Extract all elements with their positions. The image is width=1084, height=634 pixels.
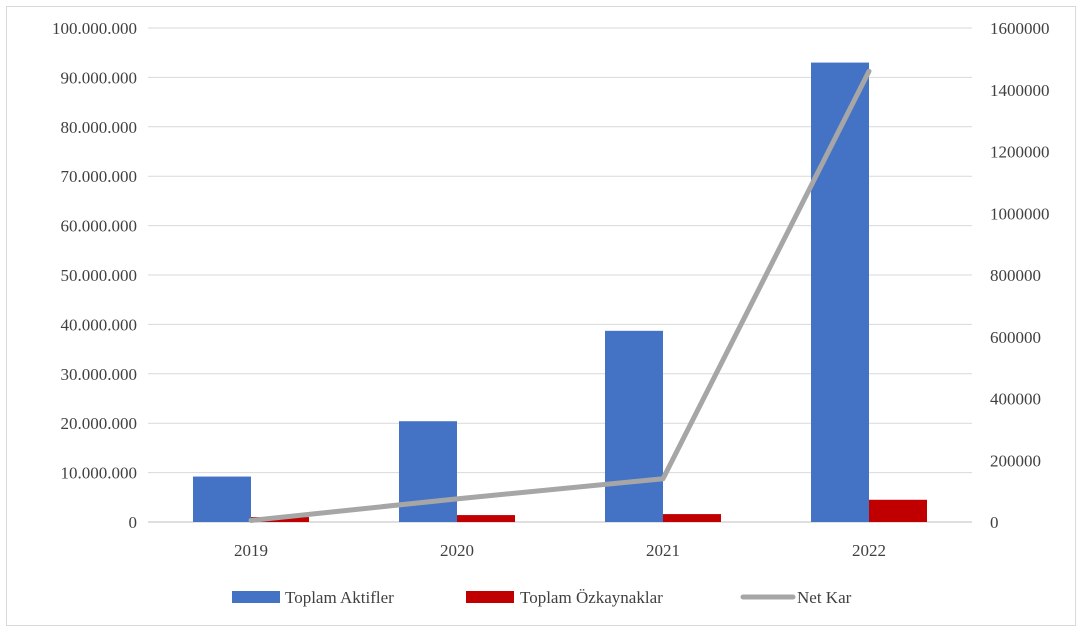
x-axis-tick-labels: 2019 2020 2021 2022 [234, 541, 886, 560]
right-axis-tick-label: 1400000 [990, 81, 1050, 100]
right-axis-tick-label: 1000000 [990, 204, 1050, 223]
legend-label-toplam-zkaynaklar: Toplam Özkaynaklar [520, 588, 663, 607]
x-axis-tick-label: 2019 [234, 541, 268, 560]
bar-toplam-aktifler-2021 [605, 330, 663, 522]
legend: Toplam Aktifler Toplam Özkaynaklar Net Kar [232, 588, 852, 607]
bar-toplam-aktifler-2019 [193, 476, 251, 522]
left-axis-tick-label: 80.000.000 [61, 118, 138, 137]
right-axis-tick-label: 600000 [990, 328, 1041, 347]
left-axis-tick-label: 50.000.000 [61, 266, 138, 285]
legend-swatch-toplam-aktifler [232, 591, 280, 603]
x-axis-tick-label: 2022 [852, 541, 886, 560]
right-axis-tick-labels: 0 200000 400000 600000 800000 1000000 1200000 1… [990, 19, 1050, 532]
left-axis-tick-label: 60.000.000 [61, 217, 138, 236]
legend-label-net-kar: Net Kar [797, 588, 852, 607]
right-axis-tick-label: 0 [990, 513, 999, 532]
bar-toplam-zkaynaklar-2020 [457, 515, 515, 522]
left-axis-tick-labels: 0 10.000.000 20.000.000 30.000.000 40.000.00… [52, 19, 137, 532]
right-axis-tick-label: 1600000 [990, 19, 1050, 38]
left-axis-tick-label: 40.000.000 [61, 315, 138, 334]
left-axis-tick-label: 90.000.000 [61, 68, 138, 87]
x-axis-tick-label: 2020 [440, 541, 474, 560]
legend-swatch-toplam-zkaynaklar [466, 591, 514, 603]
right-axis-tick-label: 400000 [990, 390, 1041, 409]
chart-frame [6, 6, 1076, 626]
line-net-kar [248, 68, 872, 523]
left-axis-tick-label: 20.000.000 [61, 414, 138, 433]
bar-toplam-aktifler-2022 [811, 62, 869, 523]
left-axis-tick-label: 100.000.000 [52, 19, 137, 38]
bar-toplam-aktifler-2020 [399, 421, 457, 522]
left-axis-tick-label: 10.000.000 [61, 464, 138, 483]
right-axis-tick-label: 800000 [990, 266, 1041, 285]
bar-toplam-zkaynaklar-2022 [869, 499, 927, 522]
right-axis-tick-label: 1200000 [990, 143, 1050, 162]
left-axis-tick-label: 0 [129, 513, 138, 532]
legend-label-toplam-aktifler: Toplam Aktifler [285, 588, 394, 607]
line-series [248, 68, 872, 523]
bar-toplam-zkaynaklar-2021 [663, 514, 721, 522]
left-axis-tick-label: 30.000.000 [61, 365, 138, 384]
x-axis-tick-label: 2021 [646, 541, 680, 560]
right-axis-tick-label: 200000 [990, 451, 1041, 470]
left-axis-tick-label: 70.000.000 [61, 167, 138, 186]
bar-series [193, 62, 927, 523]
